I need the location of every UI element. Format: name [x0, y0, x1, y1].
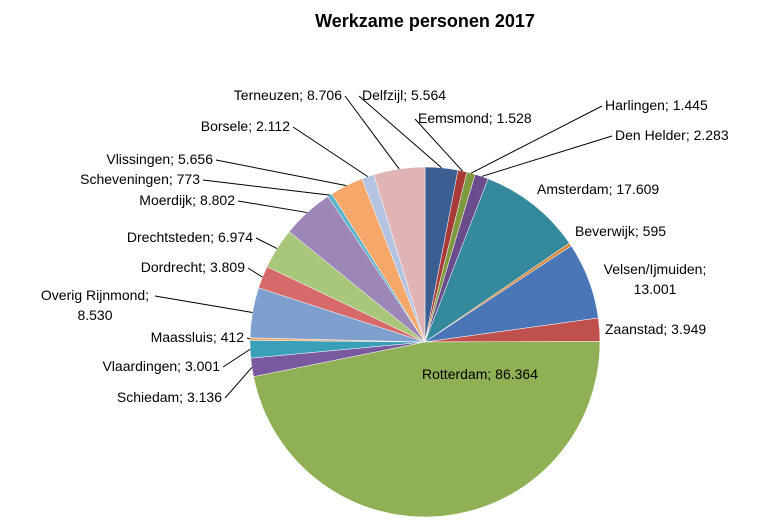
data-label: Scheveningen; 773: [80, 171, 200, 187]
leader-line: [215, 159, 347, 187]
pie-slice: [373, 166, 426, 343]
data-label: Vlaardingen; 3.001: [102, 358, 220, 374]
pie-slice: [253, 341, 601, 518]
data-label: Overig Rijnmond; 8.530: [41, 287, 149, 323]
leader-line: [470, 105, 603, 174]
data-label: Harlingen; 1.445: [605, 97, 708, 113]
data-label: Schiedam; 3.136: [117, 389, 222, 405]
leader-line: [247, 267, 263, 278]
pie-slice: [424, 178, 570, 343]
leader-line: [292, 126, 369, 178]
data-label: Moerdijk; 8.802: [139, 192, 235, 208]
leader-line: [246, 337, 251, 340]
data-label: Drechtsteden; 6.974: [127, 229, 253, 245]
data-label: Beverwijk; 595: [575, 223, 666, 239]
data-label: Maassluis; 412: [151, 329, 245, 345]
data-label: Zaanstad; 3.949: [605, 321, 706, 337]
leader-line: [154, 295, 253, 314]
data-label: Amsterdam; 17.609: [537, 181, 659, 197]
leader-line: [255, 237, 278, 249]
leader-line: [358, 95, 442, 169]
data-label: Rotterdam; 86.364: [422, 366, 538, 382]
data-label: Velsen/Ijmuiden; 13.001: [604, 261, 707, 297]
data-label: Borsele; 2.112: [201, 118, 290, 134]
data-label: Delfzijl; 5.564: [362, 87, 446, 103]
leader-line: [344, 95, 400, 170]
leader-line: [414, 118, 463, 172]
leader-line: [222, 348, 251, 368]
chart-title: Werkzame personen 2017: [315, 11, 535, 31]
data-label: Den Helder; 2.283: [615, 127, 729, 143]
leader-line: [481, 135, 613, 177]
leader-line: [202, 179, 330, 196]
data-label: Vlissingen; 5.656: [106, 151, 213, 167]
data-label: Eemsmond; 1.528: [418, 110, 532, 126]
leader-line: [237, 200, 308, 214]
data-label: Dordrecht; 3.809: [141, 259, 245, 275]
leader-line: [224, 367, 253, 399]
data-label: Terneuzen; 8.706: [234, 87, 342, 103]
